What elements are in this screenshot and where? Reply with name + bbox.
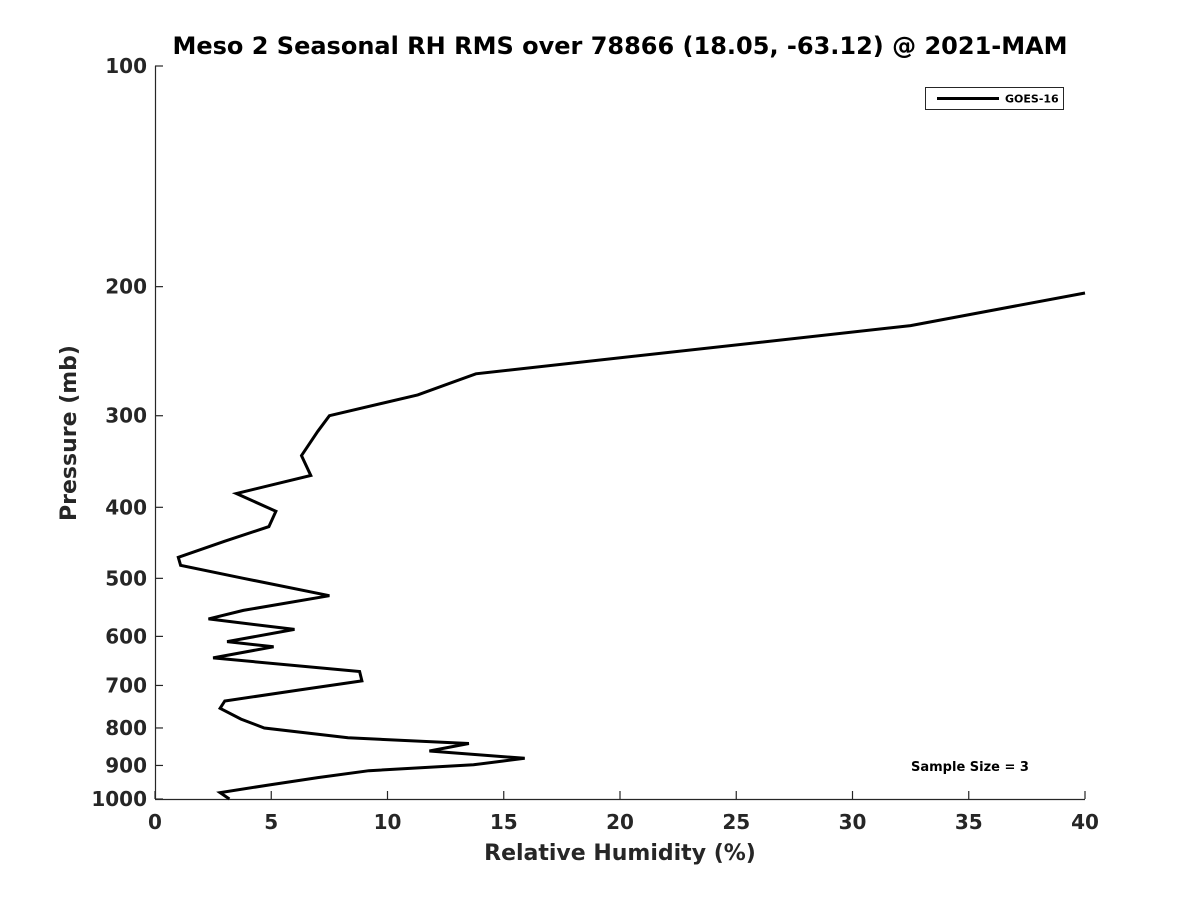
y-tick-label: 600 [105, 624, 147, 648]
y-tick-label: 100 [105, 54, 147, 78]
y-tick-label: 500 [105, 566, 147, 590]
x-tick-label: 35 [955, 810, 983, 834]
y-tick-label: 200 [105, 275, 147, 299]
y-tick-label: 1000 [91, 787, 147, 811]
series-layer [176, 291, 1086, 801]
x-tick-label: 20 [606, 810, 634, 834]
y-ticks: 100 200 300 400 500 600 700 800 900 1000 [91, 54, 163, 811]
x-tick-label: 5 [264, 810, 278, 834]
y-tick-label: 800 [105, 716, 147, 740]
legend-entry-goes-16: GOES-16 [1005, 93, 1059, 106]
x-tick-label: 15 [490, 810, 518, 834]
x-tick-label: 40 [1071, 810, 1099, 834]
y-axis-label: Pressure (mb) [57, 345, 82, 521]
sample-size-annotation: Sample Size = 3 [911, 760, 1029, 775]
axes [154, 66, 1085, 801]
x-tick-label: 25 [722, 810, 750, 834]
y-tick-label: 300 [105, 404, 147, 428]
y-tick-label: 400 [105, 495, 147, 519]
legend: GOES-16 [925, 87, 1064, 110]
x-ticks: 0 5 10 15 20 25 30 35 40 [148, 791, 1099, 834]
x-tick-label: 0 [148, 810, 162, 834]
x-tick-label: 10 [374, 810, 402, 834]
series-line-goes-16 [176, 291, 1086, 801]
x-axis-label: Relative Humidity (%) [484, 841, 756, 866]
y-tick-label: 700 [105, 673, 147, 697]
x-tick-label: 30 [839, 810, 867, 834]
y-tick-label: 900 [105, 753, 147, 777]
chart-title: Meso 2 Seasonal RH RMS over 78866 (18.05… [172, 32, 1067, 60]
